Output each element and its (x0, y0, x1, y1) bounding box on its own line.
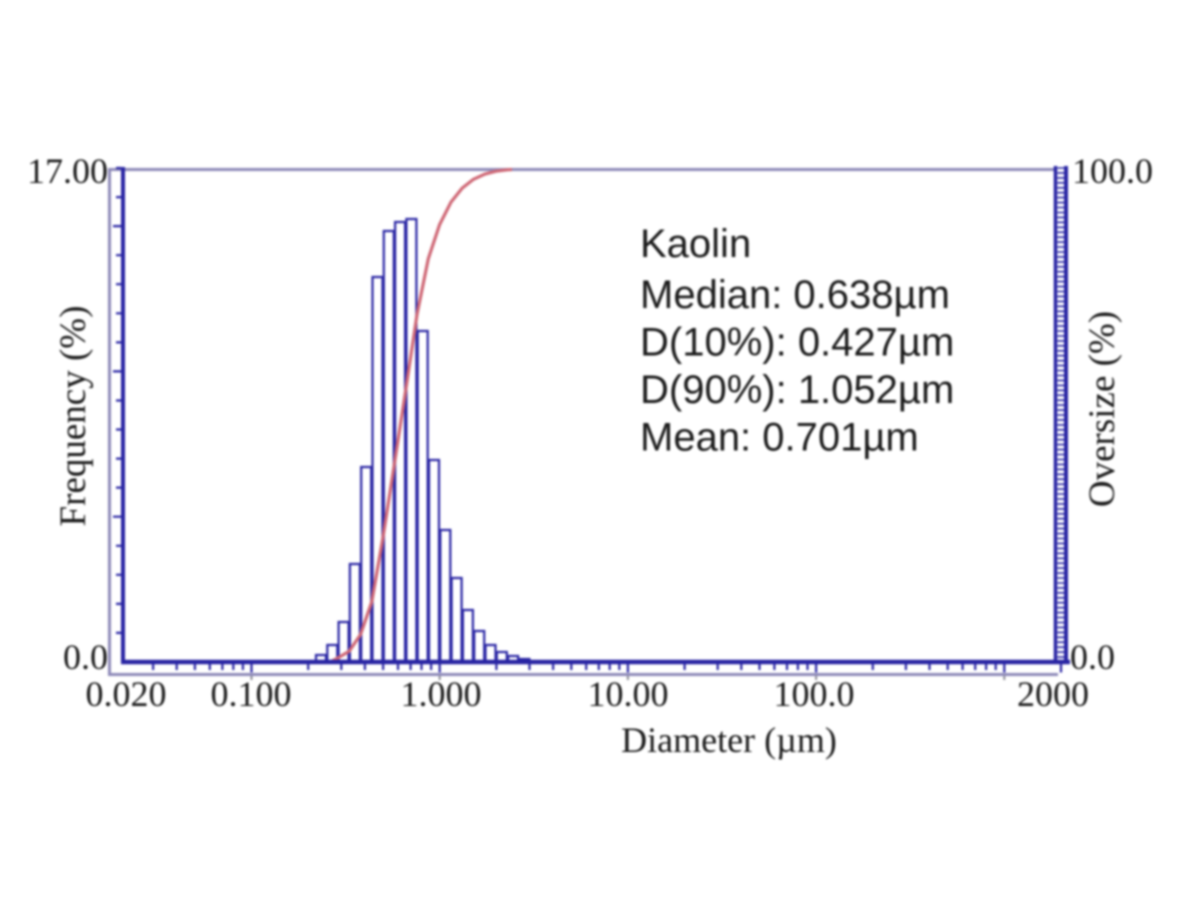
svg-text:Kaolin: Kaolin (640, 222, 751, 266)
svg-text:0.0: 0.0 (1070, 637, 1115, 677)
svg-text:Frequency (%): Frequency (%) (53, 306, 94, 527)
svg-text:1.000: 1.000 (401, 674, 482, 714)
svg-text:17.00: 17.00 (27, 151, 108, 191)
svg-text:Mean: 0.701µm: Mean: 0.701µm (640, 416, 919, 460)
svg-text:0.020: 0.020 (86, 674, 167, 714)
svg-text:10.00: 10.00 (588, 674, 669, 714)
svg-text:Median: 0.638µm: Median: 0.638µm (640, 273, 950, 317)
svg-text:100.0: 100.0 (1072, 151, 1153, 191)
svg-text:Oversize (%): Oversize (%) (1082, 311, 1123, 507)
svg-text:D(10%): 0.427µm: D(10%): 0.427µm (640, 321, 954, 365)
svg-text:2000: 2000 (1017, 674, 1089, 714)
svg-text:D(90%): 1.052µm: D(90%): 1.052µm (640, 368, 954, 412)
svg-text:0.100: 0.100 (211, 674, 292, 714)
svg-text:0.0: 0.0 (63, 637, 108, 677)
svg-text:Diameter (µm): Diameter (µm) (621, 720, 837, 760)
svg-text:100.0: 100.0 (774, 674, 855, 714)
